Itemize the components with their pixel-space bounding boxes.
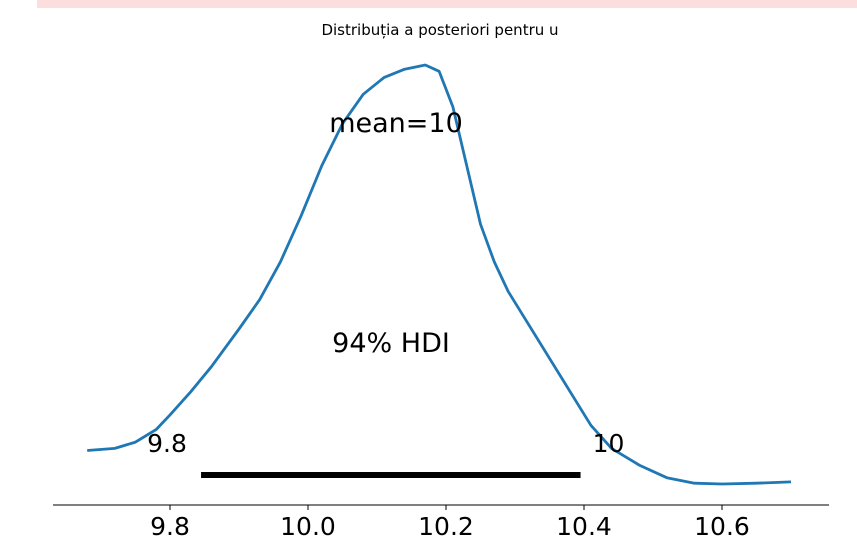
hdi-label: 94% HDI — [332, 328, 450, 359]
chart-title: Distribuția a posteriori pentru u — [321, 21, 558, 39]
x-tick-label: 10.2 — [418, 512, 474, 541]
x-axis-ticks: 9.8 10.0 10.2 10.4 10.6 — [150, 505, 750, 541]
x-tick-label: 9.8 — [150, 512, 190, 541]
x-tick-label: 10.6 — [694, 512, 750, 541]
x-tick-label: 10.4 — [556, 512, 612, 541]
density-curve — [87, 63, 792, 486]
mean-annotation: mean=10 — [329, 108, 463, 139]
hdi-low-label: 9.8 — [147, 429, 187, 458]
top-color-strip — [37, 0, 857, 8]
x-tick-label: 10.0 — [280, 512, 336, 541]
hdi-high-label: 10 — [593, 429, 625, 458]
